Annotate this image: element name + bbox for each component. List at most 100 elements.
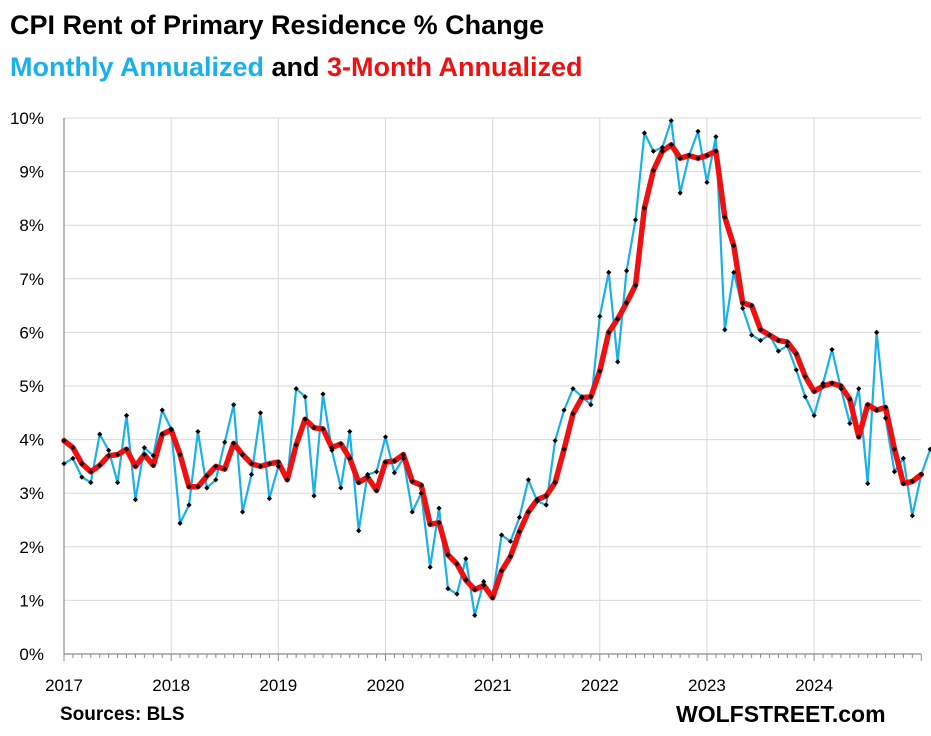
y-tick-label: 1% (19, 591, 44, 610)
point-3-month (177, 452, 183, 458)
point-3-month (213, 463, 219, 469)
point-monthly (623, 268, 630, 274)
point-monthly (632, 217, 639, 223)
point-3-month (659, 148, 665, 154)
point-monthly (400, 455, 406, 461)
point-monthly (481, 579, 487, 585)
y-tick-label: 10% (10, 109, 44, 128)
point-monthly (847, 420, 853, 427)
point-3-month (695, 155, 701, 161)
subtitle-monthly: Monthly Annualized (10, 52, 264, 82)
point-3-month (668, 142, 674, 148)
y-tick-label: 8% (19, 216, 44, 235)
point-3-month (436, 520, 442, 526)
point-3-month (248, 461, 255, 467)
point-3-month (293, 442, 299, 448)
point-3-month (400, 452, 406, 458)
point-3-month (132, 463, 139, 469)
point-3-month (150, 462, 156, 468)
chart-subtitle: Monthly Annualized and 3-Month Annualize… (10, 52, 583, 83)
point-monthly (802, 394, 808, 400)
subtitle-three-month: 3-Month Annualized (327, 52, 583, 82)
point-3-month (123, 446, 130, 452)
point-monthly (311, 493, 317, 499)
point-monthly (749, 332, 755, 338)
point-monthly (793, 367, 799, 373)
point-monthly (570, 386, 576, 392)
point-monthly (195, 428, 201, 435)
x-tick-label: 2018 (152, 676, 190, 695)
point-monthly (382, 434, 389, 440)
point-monthly (409, 509, 415, 515)
point-monthly (231, 402, 237, 408)
point-3-month (97, 462, 103, 468)
point-monthly (865, 480, 871, 487)
point-3-month (329, 445, 335, 451)
point-monthly (275, 463, 281, 469)
point-3-month (106, 453, 112, 459)
point-3-month (615, 316, 621, 322)
point-3-month (240, 452, 246, 458)
point-monthly (204, 485, 210, 491)
point-3-month (373, 487, 380, 494)
point-monthly (70, 455, 76, 461)
point-3-month (454, 561, 460, 567)
point-3-month (534, 497, 540, 503)
point-3-month (891, 446, 898, 452)
point-3-month (141, 452, 147, 458)
point-3-month (740, 300, 746, 306)
y-tick-label: 0% (19, 645, 44, 664)
point-monthly (757, 337, 764, 344)
point-monthly (159, 407, 165, 413)
point-monthly (811, 412, 817, 419)
point-monthly (498, 532, 505, 538)
point-monthly (365, 471, 371, 478)
point-monthly (338, 485, 344, 491)
point-monthly (141, 445, 147, 451)
x-tick-label: 2020 (367, 676, 405, 695)
point-monthly (900, 455, 907, 461)
point-monthly (731, 269, 737, 275)
point-3-month (472, 587, 478, 593)
point-3-month (302, 416, 308, 422)
point-3-month (802, 373, 808, 379)
point-monthly (454, 591, 460, 597)
point-3-month (481, 582, 487, 588)
x-tick-label: 2021 (474, 676, 512, 695)
point-3-month (829, 380, 835, 386)
point-3-month (168, 427, 174, 433)
point-3-month (749, 303, 755, 309)
point-3-month (257, 463, 264, 469)
y-tick-label: 7% (19, 270, 44, 289)
x-tick-labels: 2017 2018 2019 2020 2021 2022 2023 2024 (45, 676, 833, 695)
point-3-month (409, 478, 415, 485)
point-monthly (186, 502, 192, 508)
point-3-month (195, 484, 201, 490)
point-3-month (865, 402, 871, 408)
point-monthly (177, 520, 183, 526)
point-3-month (61, 438, 67, 444)
point-3-month (543, 493, 549, 499)
point-monthly (615, 359, 621, 365)
x-tick-label: 2019 (259, 676, 297, 695)
point-3-month (284, 477, 290, 483)
point-3-month (588, 394, 594, 400)
point-monthly (659, 144, 665, 151)
point-monthly (927, 446, 931, 452)
point-3-month (874, 407, 880, 413)
point-3-month (811, 388, 817, 394)
point-monthly (266, 495, 272, 502)
point-3-month (677, 155, 683, 161)
point-3-month (445, 552, 451, 558)
point-3-month (650, 167, 656, 174)
point-monthly (356, 528, 362, 534)
point-3-month (231, 440, 237, 446)
point-3-month (820, 383, 826, 389)
point-3-month (507, 553, 514, 560)
point-3-month (757, 327, 764, 333)
point-monthly (641, 130, 648, 136)
point-monthly (677, 190, 683, 196)
point-monthly (891, 469, 898, 475)
point-monthly (588, 402, 594, 408)
point-3-month (490, 595, 496, 601)
